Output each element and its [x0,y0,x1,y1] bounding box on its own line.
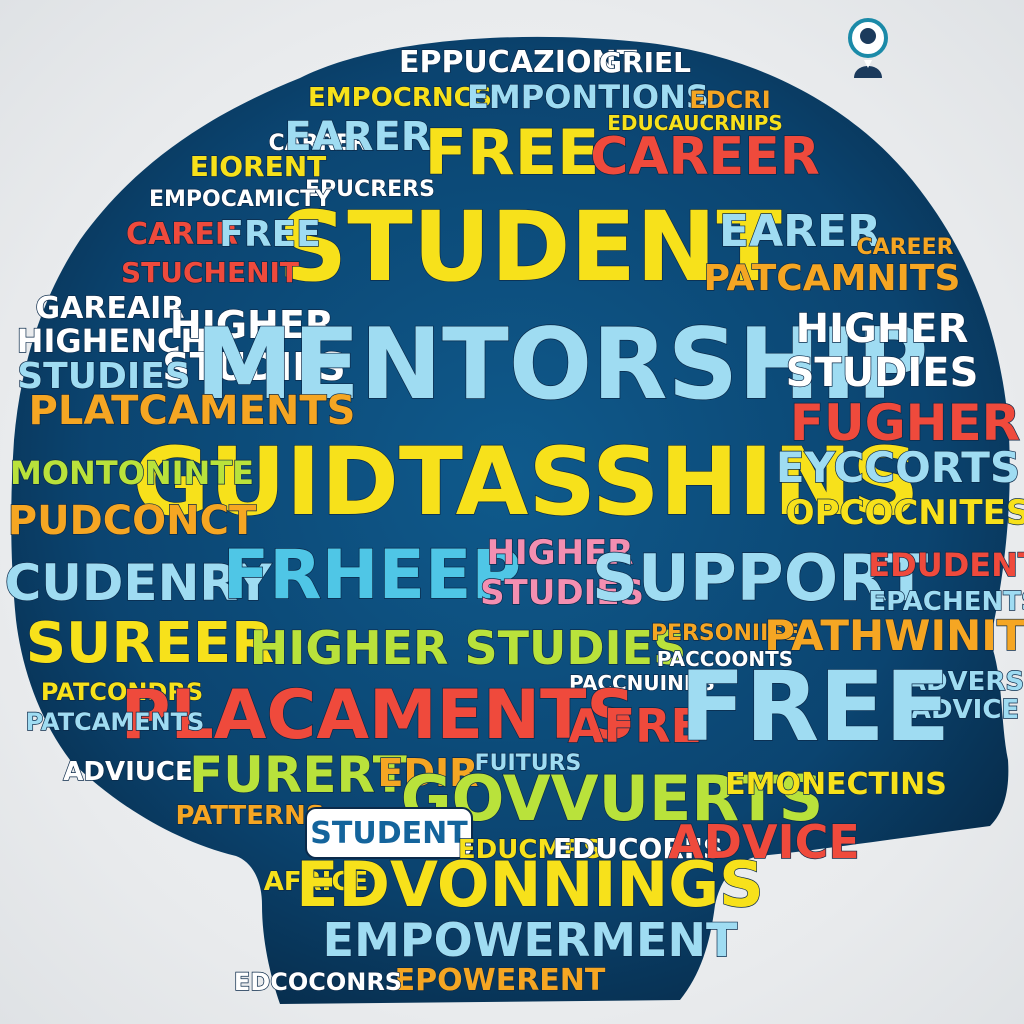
word-epowerent: EPOWERENT [395,963,606,998]
word-eiorent: EIORENT [190,150,327,183]
word-africe: AFRICE [264,867,368,897]
word-pudconct: PUDCONCT [8,498,257,544]
word-mentorship: MENTORSHIP [196,308,929,422]
word-montonin: MONTONINTE [10,454,254,492]
word-guidtasshins: GUIDTASSHINS [132,428,919,537]
word-paccoonts: PACCOONTS [657,647,793,671]
word-edcri: EDCRI [689,86,770,114]
word-highench: HIGHENCH [17,322,208,360]
word-epachents: EPACHENTS [868,587,1024,617]
word-studies-far-left: STUDIES [17,356,191,397]
word-earer-left: EARER [284,114,431,160]
word-higher-center: HIGHER [487,533,634,573]
word-sureer: SUREER [26,611,275,676]
word-furert: FURERT [189,746,407,804]
word-studies-left: STUDIES [162,345,345,389]
student-badge-label: STUDENT [310,816,468,851]
word-support: SUPPORT [592,542,929,616]
word-free-large: FREE [680,651,951,763]
word-advice-bottom: ADVICE [668,815,860,869]
word-patcondrs: PATCONDRS [41,678,203,706]
word-platcaments: PLATCAMENTS [29,388,356,434]
word-gareair: GAREAIR [36,291,185,326]
word-career-right-small: CAREER [856,235,953,260]
word-advice-right: ADVICE [911,695,1019,725]
word-free-left: FREE [219,214,321,255]
word-edudent: EDUDENT [868,546,1024,584]
word-empowerment: EMPOWERMENT [323,913,738,967]
word-empocamicty: EMPOCAMICTY [149,187,332,212]
word-patterns: PATTERNS [175,801,324,831]
word-higher-studies-center: HIGHER STUDIES [250,621,686,675]
word-pathwinits: PATHWINITS [764,611,1024,660]
word-edir: EDIR [378,751,479,795]
word-patcamnits: PATCAMNITS [704,258,961,299]
word-educazione: EPPUCAZIONT [399,45,638,80]
word-epucrers: EPUCRERS [305,177,435,202]
word-empontions: EMPONTIONS [467,78,709,116]
word-free-top: FREE [425,116,600,189]
student-badge: STUDENT [305,807,473,859]
word-paccnuinns: PACCNUINNS [569,671,715,695]
word-cudenry: CUDENRY [5,554,273,612]
word-fugher: FUGHER [790,394,1020,452]
word-opcocnites: OPCOCNITES [786,493,1024,533]
word-higher-left: HIGHER [170,303,334,347]
word-educmrs: EDUCMRS [458,835,602,865]
word-edvonnings: EDVONNINGS [296,848,764,921]
word-edcoconrs: EDCOCONRS [234,968,402,996]
word-educoris: EDUCORI'S [553,832,723,865]
word-griel: GRIEL [599,46,691,79]
word-carer-left: CARER [126,217,238,252]
word-advers: ADVERS [906,667,1024,697]
word-studies-center: STUDIES [480,573,644,613]
word-govvuerts: GOVVUERTS [401,762,824,835]
word-patcaments-left: PATCAMENTS [26,708,205,736]
word-afre: AFRE [568,699,702,753]
word-studies-right: STUDIES [786,350,979,396]
word-frheep: FRHEEP [223,536,521,615]
head-silhouette [11,36,1010,1005]
word-personiise: PERSONIISE [651,621,799,646]
word-earer-right: EARER [719,206,881,257]
word-empocrncs: EMPOCRNCS [308,83,492,113]
person-user-icon [848,18,888,78]
word-career-top: CAREER [590,127,820,187]
student-badge-bg [305,807,473,859]
word-emonectins: EMONECTINS [725,767,947,802]
word-carrer-top-left: CARRER [268,131,367,156]
word-stuchenit: STUCHENIT [121,256,299,289]
word-educaucrnips: EDUCAUCRNIPS [607,111,783,135]
word-student-main: STUDENT [278,191,782,303]
word-placaments: PLACAMENTS [121,676,636,755]
word-fuiturs: FUITURS [475,751,582,776]
word-adviuce: ADVIUCE [63,757,192,787]
word-layer: EPPUCAZIONT GRIEL EMPOCRNCS EMPONTIONS E… [4,44,1024,998]
word-eyccorts: EYCCORTS [776,443,1020,492]
word-higher-right: HIGHER [796,306,969,352]
